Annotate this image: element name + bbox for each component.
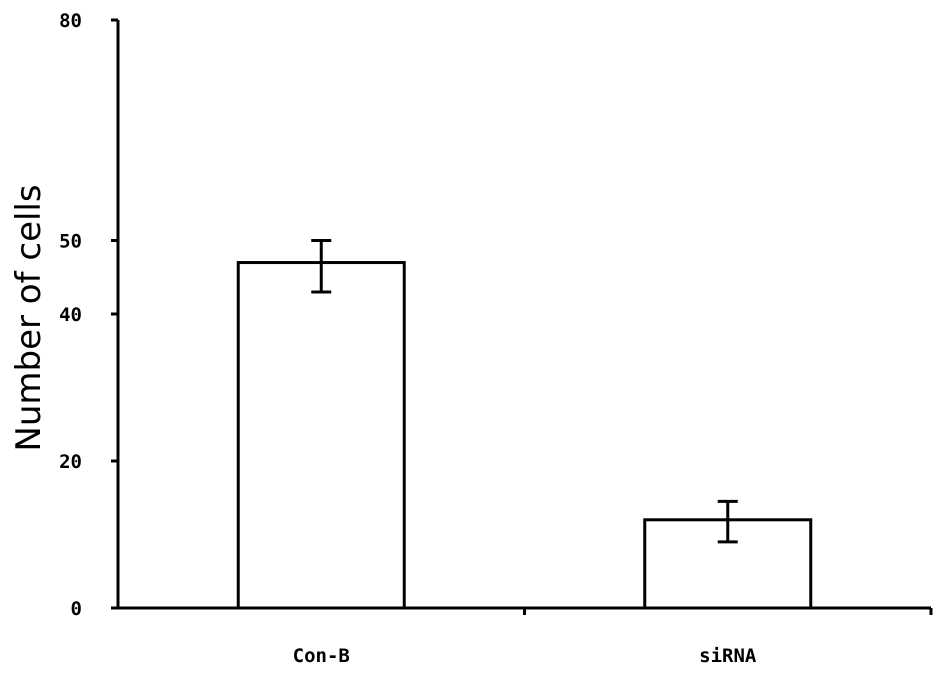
x-category-label: Con-B xyxy=(293,645,350,667)
y-tick-label: 50 xyxy=(59,231,82,253)
y-tick-label: 80 xyxy=(59,10,82,32)
y-tick-label: 20 xyxy=(59,451,82,473)
x-category-label: siRNA xyxy=(699,645,757,667)
y-axis-title: Number of cells xyxy=(9,184,49,451)
bar-con-b xyxy=(236,261,406,610)
y-tick-label: 40 xyxy=(59,304,82,326)
plot-area: 0 20 40 50 80 Con-B siRNA xyxy=(59,10,933,667)
y-tick-label: 0 xyxy=(71,598,82,620)
